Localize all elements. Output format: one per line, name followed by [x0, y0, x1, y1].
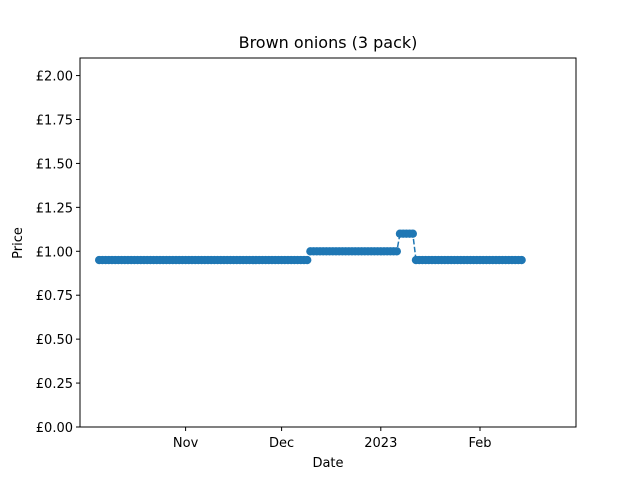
y-tick-label: £2.00 — [36, 70, 73, 85]
y-tick-label: £1.25 — [36, 201, 73, 216]
x-tick-label: Nov — [173, 436, 199, 451]
y-tick-label: £1.50 — [36, 157, 73, 172]
y-tick-label: £0.25 — [36, 377, 73, 392]
data-point — [303, 255, 312, 265]
x-axis-title: Date — [312, 456, 343, 471]
data-point — [517, 255, 526, 265]
y-tick-label: £1.00 — [36, 245, 73, 260]
y-tick-label: £0.75 — [36, 289, 73, 304]
price-series — [95, 229, 526, 265]
x-axis: Nov Dec 2023 Feb — [173, 427, 492, 451]
x-tick-label: Dec — [269, 436, 294, 451]
chart-title: Brown onions (3 pack) — [239, 33, 418, 52]
y-tick-label: £0.50 — [36, 333, 73, 348]
plot-area — [79, 57, 577, 428]
y-tick-label: £0.00 — [36, 421, 73, 436]
data-point — [408, 229, 417, 238]
y-axis-title: Price — [11, 227, 26, 259]
y-axis: £0.00 £0.25 £0.50 £0.75 £1.00 £1.25 £1.50 £1.75… — [36, 70, 80, 436]
x-tick-label: Feb — [468, 436, 491, 451]
data-point — [392, 247, 401, 256]
y-tick-label: £1.75 — [36, 114, 73, 129]
x-tick-label: 2023 — [364, 436, 397, 451]
